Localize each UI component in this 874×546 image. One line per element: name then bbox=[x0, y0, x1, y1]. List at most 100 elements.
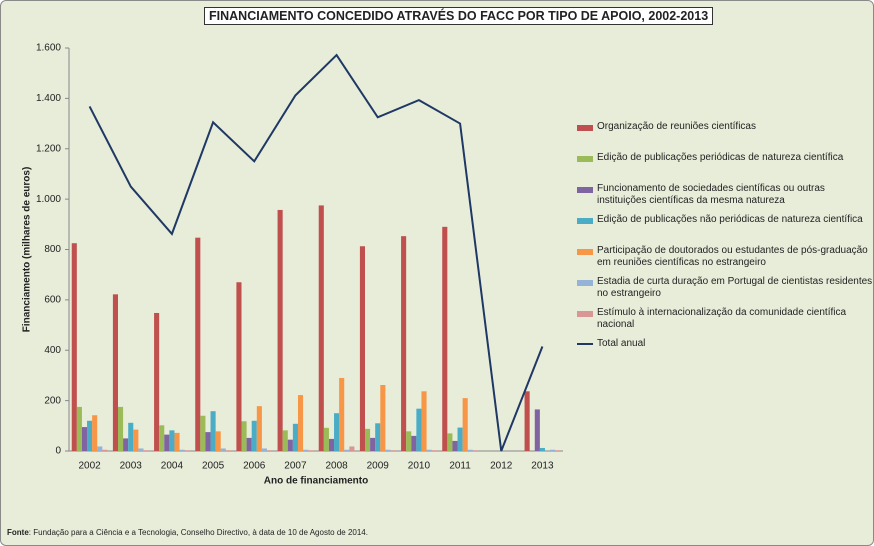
y-tick-label: 0 bbox=[55, 446, 61, 457]
x-tick-label: 2005 bbox=[202, 461, 225, 472]
bar bbox=[416, 408, 422, 451]
bar bbox=[179, 449, 185, 451]
legend-label: Participação de doutorados ou estudantes… bbox=[597, 245, 868, 268]
bar bbox=[442, 226, 448, 451]
bar bbox=[282, 430, 288, 451]
legend-label: Estadia de curta duração em Portugal de … bbox=[597, 276, 873, 299]
y-tick-label: 600 bbox=[44, 295, 61, 306]
legend-swatch bbox=[577, 187, 593, 193]
y-tick-label: 1.400 bbox=[36, 93, 61, 104]
y-tick-label: 1.200 bbox=[36, 143, 61, 154]
bar bbox=[421, 391, 427, 451]
bar bbox=[555, 450, 561, 451]
legend-swatch bbox=[577, 343, 593, 345]
bar bbox=[359, 246, 365, 451]
bar bbox=[287, 439, 293, 451]
bar bbox=[401, 236, 407, 451]
legend-label: Edição de publicações periódicas de natu… bbox=[597, 152, 844, 163]
y-tick-label: 1.600 bbox=[36, 43, 61, 54]
bar bbox=[524, 391, 530, 451]
legend-label: Edição de publicações não periódicas de … bbox=[597, 214, 863, 225]
bar bbox=[200, 415, 206, 451]
bar bbox=[76, 406, 82, 451]
bar bbox=[210, 411, 216, 451]
bar bbox=[138, 448, 144, 451]
legend-item: Estímulo à internacionalização da comuni… bbox=[575, 307, 873, 331]
x-tick-label: 2007 bbox=[284, 461, 307, 472]
bar bbox=[334, 413, 340, 451]
bar bbox=[292, 423, 298, 451]
bar bbox=[539, 447, 545, 451]
bar bbox=[380, 385, 386, 451]
bar bbox=[297, 395, 304, 451]
bar bbox=[406, 431, 412, 451]
legend-item: Total anual bbox=[575, 338, 873, 362]
legend-label: Total anual bbox=[597, 338, 646, 349]
bar bbox=[246, 437, 252, 451]
bar bbox=[97, 446, 103, 451]
bar bbox=[375, 423, 381, 451]
bar bbox=[452, 440, 458, 451]
bar bbox=[550, 449, 556, 451]
bar bbox=[164, 434, 170, 451]
bar bbox=[426, 449, 432, 451]
legend-item: Estadia de curta duração em Portugal de … bbox=[575, 276, 873, 300]
bar bbox=[261, 448, 267, 451]
legend-item: Edição de publicações periódicas de natu… bbox=[575, 152, 873, 176]
y-tick-label: 1.000 bbox=[36, 194, 61, 205]
legend-label: Estímulo à internacionalização da comuni… bbox=[597, 307, 847, 330]
legend-item: Edição de publicações não periódicas de … bbox=[575, 214, 873, 238]
legend-item: Organização de reuniões científicas bbox=[575, 121, 873, 145]
bar bbox=[462, 398, 468, 451]
y-axis-label: Financiamento (milhares de euros) bbox=[22, 167, 33, 333]
bar bbox=[112, 294, 118, 451]
bar bbox=[277, 209, 283, 451]
bar bbox=[323, 427, 329, 451]
bar bbox=[251, 420, 257, 451]
legend-swatch bbox=[577, 218, 593, 224]
x-tick-label: 2008 bbox=[325, 461, 348, 472]
bar bbox=[411, 435, 417, 451]
bar bbox=[215, 431, 221, 451]
bar bbox=[328, 438, 335, 451]
line-series bbox=[88, 53, 544, 452]
bar bbox=[241, 421, 247, 451]
bar bbox=[339, 377, 345, 451]
bar bbox=[431, 450, 437, 451]
bar bbox=[128, 422, 134, 451]
source: Fonte: Fundação para a Ciência e a Tecno… bbox=[7, 528, 368, 537]
bar bbox=[344, 449, 350, 451]
x-tick-label: 2009 bbox=[367, 461, 390, 472]
x-tick-label: 2003 bbox=[120, 461, 143, 472]
bar bbox=[92, 415, 98, 451]
legend-item: Participação de doutorados ou estudantes… bbox=[575, 245, 873, 269]
y-tick-label: 800 bbox=[44, 244, 61, 255]
bar bbox=[174, 432, 180, 451]
bar bbox=[349, 446, 355, 451]
legend-swatch bbox=[577, 249, 593, 255]
bar bbox=[123, 438, 129, 451]
y-tick-label: 200 bbox=[44, 395, 61, 406]
legend: Organização de reuniões científicas Ediçã… bbox=[575, 121, 873, 369]
bar bbox=[457, 427, 463, 451]
legend-label: Organização de reuniões científicas bbox=[597, 121, 756, 132]
legend-swatch bbox=[577, 125, 593, 131]
source-label: Fonte bbox=[7, 528, 29, 537]
bar bbox=[118, 406, 124, 451]
bar bbox=[220, 448, 226, 451]
x-axis-label: Ano de financiamento bbox=[264, 476, 368, 487]
bar bbox=[236, 282, 242, 451]
bar bbox=[267, 450, 273, 451]
bar bbox=[143, 450, 149, 451]
bar bbox=[195, 237, 201, 451]
bar bbox=[87, 420, 93, 451]
bar bbox=[365, 428, 371, 451]
x-tick-label: 2013 bbox=[531, 461, 554, 472]
legend-swatch bbox=[577, 156, 593, 162]
legend-swatch bbox=[577, 280, 593, 286]
bar bbox=[205, 432, 211, 451]
bar bbox=[81, 427, 88, 451]
legend-label: Funcionamento de sociedades científicas … bbox=[597, 183, 825, 206]
